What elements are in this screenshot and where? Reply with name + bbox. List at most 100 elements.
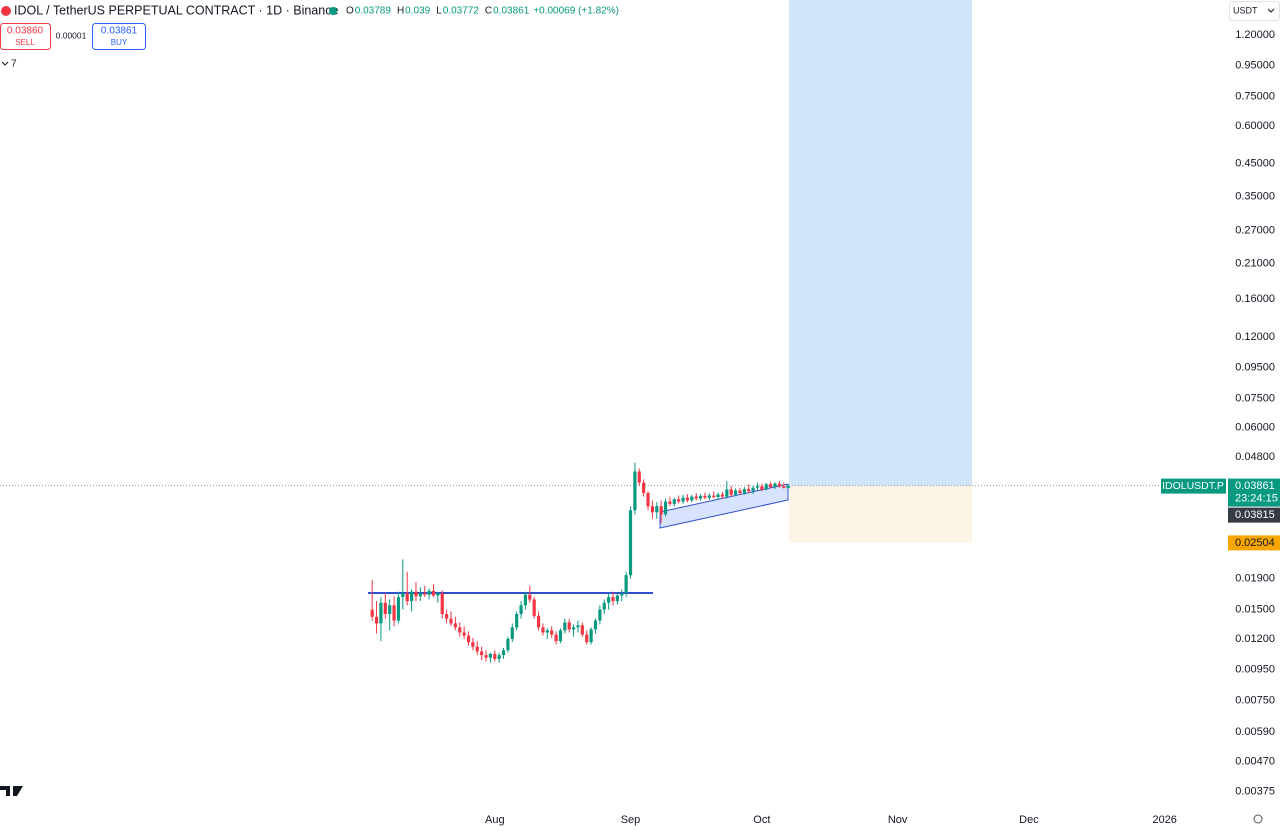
candle-body bbox=[370, 609, 374, 617]
candle-body bbox=[427, 590, 431, 595]
candle-body bbox=[453, 623, 457, 628]
candle-body bbox=[423, 593, 427, 595]
target-zone bbox=[789, 0, 972, 486]
y-tick-label: 1.20000 bbox=[1235, 29, 1275, 41]
candle-body bbox=[414, 591, 418, 597]
ohlc-legend: O 0.03789 H 0.039 L 0.03772 C 0.03861 +0.00069 (… bbox=[346, 6, 619, 17]
y-tick-label: 0.01200 bbox=[1235, 633, 1275, 645]
y-tick-label: 0.01900 bbox=[1235, 573, 1275, 585]
buy-button[interactable] bbox=[92, 23, 146, 50]
sell-button[interactable] bbox=[0, 23, 51, 50]
y-tick-label: 0.21000 bbox=[1235, 257, 1275, 269]
candle-body bbox=[703, 495, 707, 498]
candle-body bbox=[580, 625, 584, 635]
sell-label: SELL bbox=[15, 38, 35, 47]
drawings bbox=[0, 0, 1226, 594]
y-tick-label: 0.75000 bbox=[1235, 91, 1275, 103]
candle-body bbox=[493, 653, 497, 659]
candle-body bbox=[585, 634, 589, 643]
y-tick-label: 0.35000 bbox=[1235, 190, 1275, 202]
candle-body bbox=[620, 593, 624, 596]
stop-price-tag bbox=[1228, 535, 1280, 551]
y-tick-label: 0.09500 bbox=[1235, 361, 1275, 373]
channel bbox=[659, 483, 789, 529]
logo bbox=[0, 786, 23, 796]
y-tick-label: 0.00375 bbox=[1235, 785, 1275, 797]
stop-price-text: 0.02504 bbox=[1235, 537, 1275, 549]
candle-body bbox=[374, 616, 379, 624]
candle-body bbox=[388, 605, 392, 615]
candle-body bbox=[760, 486, 764, 490]
candle-body bbox=[405, 593, 409, 602]
candle-body bbox=[593, 620, 598, 630]
collapse-icon[interactable] bbox=[1, 61, 9, 66]
ohlc-letter: O bbox=[346, 6, 354, 17]
ohlc-value: 0.03772 bbox=[443, 6, 480, 17]
ohlc-value: 0.03789 bbox=[355, 6, 392, 17]
y-tick-label: 0.00590 bbox=[1235, 726, 1275, 738]
candle-body bbox=[449, 618, 453, 624]
candle-body bbox=[681, 497, 685, 502]
candle-body bbox=[554, 634, 558, 642]
y-tick-label: 0.45000 bbox=[1235, 158, 1275, 170]
candle-body bbox=[769, 484, 773, 488]
stop-zone bbox=[789, 485, 972, 543]
candle-body bbox=[532, 599, 536, 616]
candle-body bbox=[392, 605, 396, 621]
candle-body bbox=[545, 630, 549, 633]
candle-body bbox=[436, 593, 440, 596]
candle-body bbox=[668, 501, 672, 504]
candle-body bbox=[786, 485, 790, 489]
candle-body bbox=[523, 594, 528, 606]
candle-body bbox=[510, 627, 514, 639]
candle-body bbox=[379, 602, 383, 624]
candle-body bbox=[672, 499, 676, 504]
candle-body bbox=[607, 597, 611, 603]
ohlc-change: +0.00069 (+1.82%) bbox=[533, 6, 619, 17]
candle-body bbox=[418, 593, 422, 597]
candle-body bbox=[475, 646, 479, 652]
candle-body bbox=[615, 595, 619, 602]
ohlc-letter: L bbox=[436, 6, 442, 17]
candle-body bbox=[484, 655, 488, 658]
candle-body bbox=[685, 497, 690, 501]
status-dot bbox=[329, 7, 337, 15]
candle-body bbox=[747, 489, 751, 492]
prev-price-tag bbox=[1228, 507, 1280, 523]
candle-body bbox=[716, 494, 720, 498]
candle-body bbox=[602, 602, 606, 610]
settings-icon[interactable] bbox=[1253, 814, 1263, 824]
candle-body bbox=[773, 483, 777, 488]
candle-body bbox=[598, 609, 602, 621]
candle-body bbox=[488, 653, 492, 658]
candle-body bbox=[764, 484, 768, 490]
y-tick-label: 0.06000 bbox=[1235, 422, 1275, 434]
last-price-tag bbox=[1228, 478, 1280, 507]
candle-body bbox=[751, 487, 755, 492]
candle-body bbox=[628, 510, 633, 576]
candle-body bbox=[642, 482, 646, 493]
candle-body bbox=[624, 575, 628, 594]
candle-body bbox=[471, 642, 475, 647]
x-tick-label: Aug bbox=[485, 814, 505, 826]
candle-body bbox=[462, 632, 466, 636]
sell-price: 0.03860 bbox=[7, 26, 44, 37]
x-tick-label: Oct bbox=[753, 814, 770, 826]
y-tick-label: 0.01500 bbox=[1235, 604, 1275, 616]
symbol-icon bbox=[1, 6, 11, 16]
candle-body bbox=[497, 655, 501, 659]
x-tick-label: 2026 bbox=[1152, 814, 1176, 826]
candle-body bbox=[558, 630, 563, 642]
candle-body bbox=[396, 597, 401, 621]
candle-body bbox=[466, 635, 471, 643]
y-tick-label: 0.00950 bbox=[1235, 663, 1275, 675]
symbol-tag bbox=[1161, 478, 1226, 494]
x-tick-label: Nov bbox=[888, 814, 908, 826]
candle-body bbox=[401, 593, 405, 598]
x-tick-label: Sep bbox=[621, 814, 641, 826]
candle-body bbox=[563, 622, 567, 631]
candle-body bbox=[698, 495, 703, 499]
dropdown-arrow bbox=[1267, 8, 1275, 13]
